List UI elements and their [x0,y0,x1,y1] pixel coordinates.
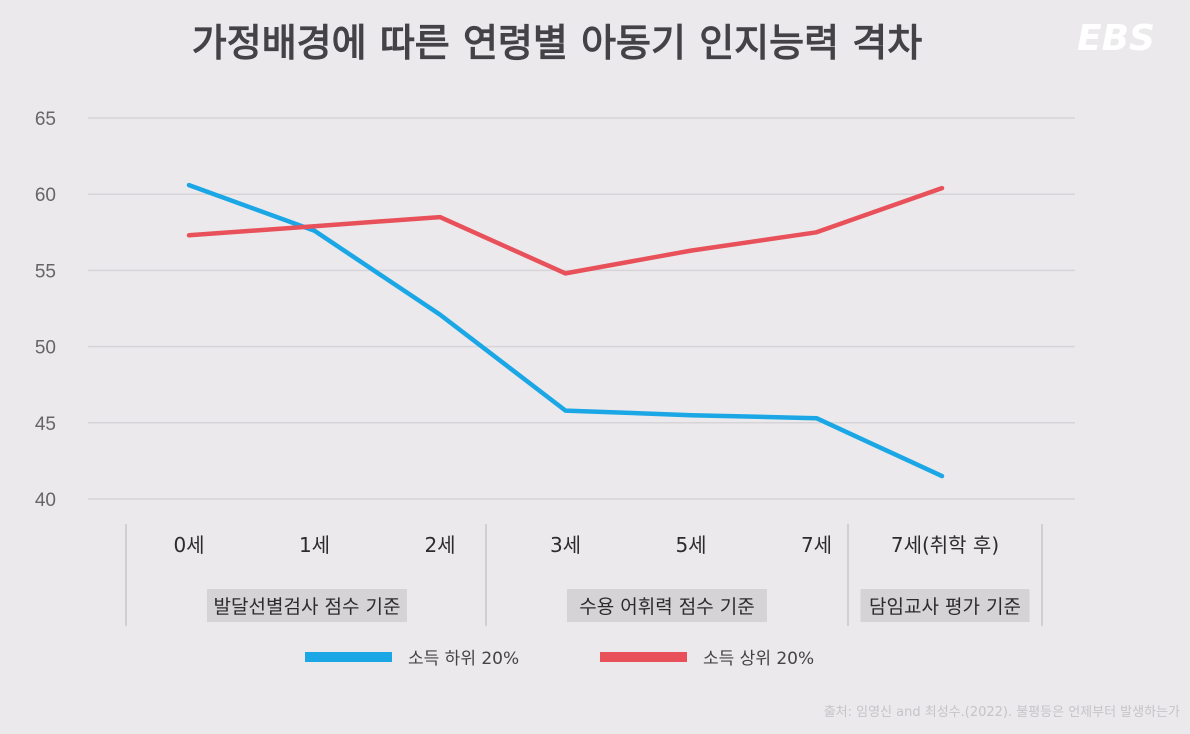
series-line-high-income [186,185,945,276]
y-tick-label: 40 [35,490,56,511]
chart-title: 가정배경에 따른 연령별 아동기 인지능력 격차 [192,21,922,65]
x-tick-label: 2세 [424,533,455,557]
x-tick-label: 7세 [801,533,832,557]
y-tick-label: 55 [35,261,56,282]
ebs-logo: EBS [1077,18,1155,59]
gridlines [88,117,1075,500]
group-labels: 발달선별검사 점수 기준 수용 어휘력 점수 기준 담임교사 평가 기준 [207,589,1030,622]
group-separators [125,524,1043,626]
y-tick-label: 45 [35,414,56,435]
y-axis-ticks: 40 45 50 55 60 65 [35,109,56,511]
source-note: 출처: 임영신 and 최성수.(2022). 불평등은 언제부터 발생하는가 [824,705,1180,720]
group-label: 담임교사 평가 기준 [869,596,1021,618]
y-tick-label: 50 [35,338,56,359]
legend-label: 소득 상위 20% [703,649,814,669]
y-tick-label: 60 [35,185,56,206]
legend-label: 소득 하위 20% [408,649,519,669]
x-axis-ticks: 0세 1세 2세 3세 5세 7세 7세(취학 후) [173,533,999,557]
y-tick-label: 65 [35,109,56,130]
series-lines [186,182,945,479]
x-tick-label: 0세 [173,533,204,557]
x-tick-label: 5세 [675,533,706,557]
group-label: 수용 어휘력 점수 기준 [579,596,754,618]
group-label-bg [207,589,407,622]
group-label-bg [567,589,767,622]
x-tick-label: 7세(취학 후) [891,533,999,557]
group-label: 발달선별검사 점수 기준 [214,596,401,618]
x-tick-label: 3세 [550,533,581,557]
group-label-bg [860,589,1030,622]
x-tick-label: 1세 [299,533,330,557]
legend-swatch [305,652,392,662]
legend: 소득 하위 20% 소득 상위 20% [305,649,814,669]
legend-swatch [600,652,687,662]
